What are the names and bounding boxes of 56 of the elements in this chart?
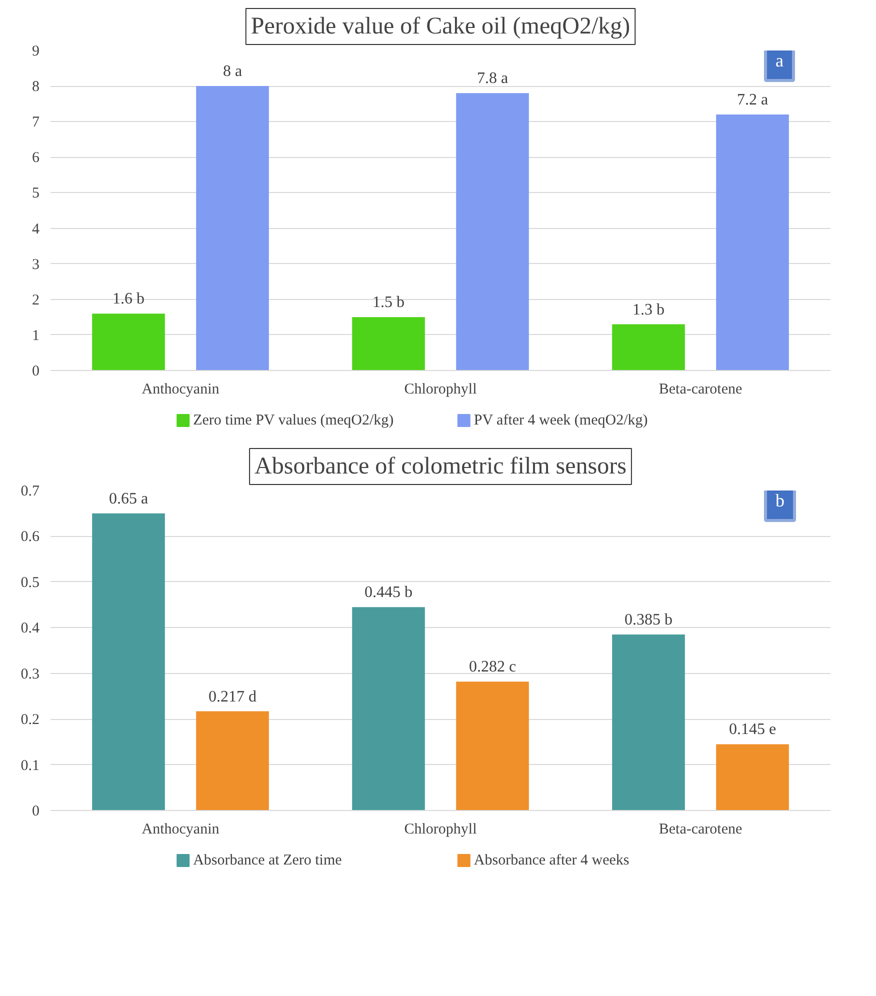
data-label: 0.145 e bbox=[728, 721, 776, 738]
bar bbox=[352, 317, 425, 370]
bar bbox=[196, 86, 269, 370]
legend-label: Absorbance at Zero time bbox=[193, 852, 342, 868]
chart-title: Peroxide value of Cake oil (meqO2/kg) bbox=[250, 14, 630, 40]
data-label: 1.3 b bbox=[632, 301, 664, 318]
data-label: 7.8 a bbox=[476, 70, 508, 88]
bar bbox=[716, 744, 789, 810]
bar bbox=[456, 93, 529, 370]
y-tick-label: 1 bbox=[32, 328, 40, 344]
data-label: 0.385 b bbox=[624, 612, 672, 628]
y-tick-label: 4 bbox=[32, 221, 40, 238]
y-tick-label: 0.3 bbox=[20, 666, 40, 682]
bar bbox=[92, 513, 165, 810]
x-tick-label: Anthocyanin bbox=[142, 822, 220, 838]
x-tick-label: Anthocyanin bbox=[142, 382, 220, 398]
bar bbox=[196, 711, 269, 810]
y-tick-label: 7 bbox=[32, 114, 40, 131]
annotation: b bbox=[776, 490, 784, 510]
y-tick-label: 8 bbox=[32, 79, 40, 96]
x-tick-label: Chlorophyll bbox=[404, 382, 477, 398]
y-tick-label: 0.1 bbox=[20, 758, 40, 774]
bar bbox=[612, 634, 685, 810]
y-tick-label: 0.4 bbox=[20, 620, 40, 637]
y-tick-label: 2 bbox=[32, 292, 40, 308]
y-tick-label: 3 bbox=[32, 256, 40, 273]
data-label: 0.445 b bbox=[364, 584, 412, 602]
y-tick-label: 0 bbox=[32, 804, 40, 820]
y-tick-label: 0.5 bbox=[20, 574, 40, 591]
y-tick-label: 9 bbox=[32, 44, 40, 60]
bar bbox=[716, 114, 789, 370]
x-tick-label: Chlorophyll bbox=[404, 822, 477, 838]
data-label: 0.282 c bbox=[468, 658, 516, 676]
x-tick-label: Beta-carotene bbox=[658, 382, 742, 398]
data-label: 8 a bbox=[222, 63, 242, 80]
y-tick-label: 5 bbox=[32, 186, 40, 202]
y-tick-label: 0.2 bbox=[20, 712, 40, 728]
legend-label: PV after 4 week (meqO2/kg) bbox=[474, 412, 648, 428]
bar bbox=[456, 682, 529, 810]
bar bbox=[612, 324, 685, 370]
bar bbox=[352, 607, 425, 810]
x-tick-label: Beta-carotene bbox=[658, 822, 742, 838]
data-label: 1.6 b bbox=[112, 290, 144, 308]
data-label: 1.5 b bbox=[372, 294, 404, 312]
y-tick-label: 0 bbox=[32, 364, 40, 380]
y-tick-label: 6 bbox=[32, 150, 40, 166]
y-tick-label: 0.7 bbox=[20, 484, 40, 500]
legend-label: Zero time PV values (meqO2/kg) bbox=[193, 412, 394, 428]
annotation: a bbox=[776, 50, 784, 70]
chart-title: Absorbance of colometric film sensors bbox=[254, 454, 626, 480]
y-tick-label: 0.6 bbox=[20, 529, 40, 546]
data-label: 7.2 a bbox=[736, 92, 768, 108]
data-label: 0.217 d bbox=[208, 688, 256, 706]
legend-label: Absorbance after 4 weeks bbox=[474, 852, 630, 868]
data-label: 0.65 a bbox=[108, 490, 148, 508]
bar bbox=[92, 314, 165, 370]
